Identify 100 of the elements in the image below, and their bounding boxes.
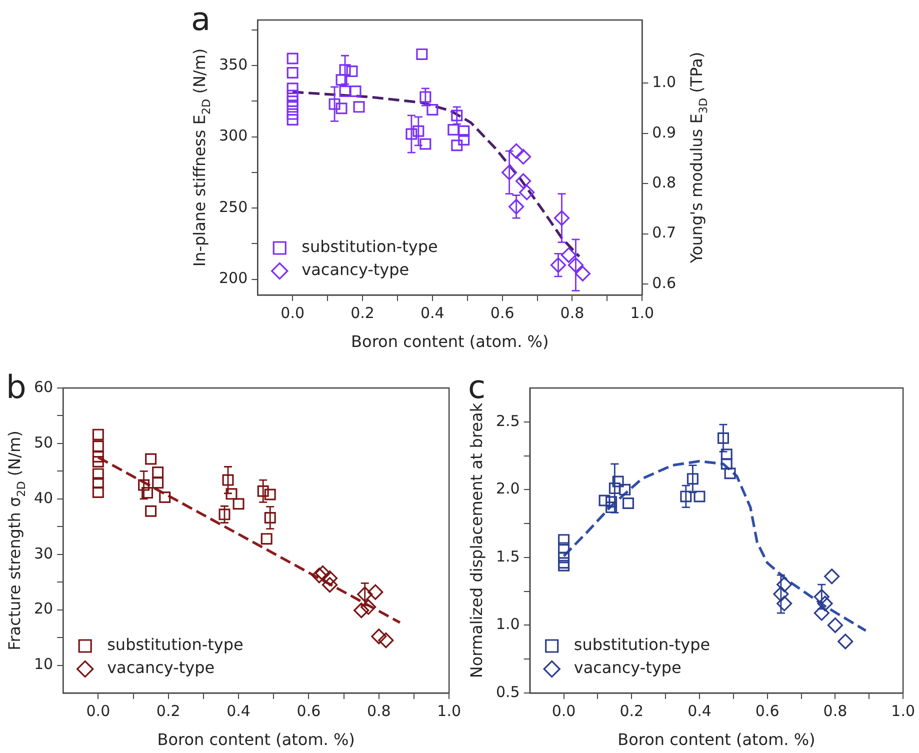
- point: [718, 432, 729, 444]
- point: [827, 617, 844, 634]
- point: [350, 85, 362, 97]
- point: [368, 584, 384, 600]
- point: [724, 468, 736, 480]
- point: [574, 266, 591, 282]
- x-tick-label: 0.8: [823, 702, 848, 720]
- point: [814, 605, 830, 621]
- x-tick-label: 0.4: [420, 304, 444, 322]
- point: [354, 602, 370, 618]
- x-tick-label: 0.2: [620, 702, 644, 720]
- point: [92, 440, 104, 452]
- point: [720, 458, 732, 470]
- legend-label: vacancy-type: [302, 260, 410, 280]
- point: [515, 148, 532, 165]
- legend-label: vacancy-type: [574, 658, 682, 678]
- point: [420, 91, 432, 103]
- point: [606, 496, 618, 508]
- point: [360, 599, 376, 615]
- x-tick-label: 0.0: [280, 304, 305, 322]
- point: [286, 101, 298, 113]
- point: [314, 565, 331, 582]
- x-tick-label: 1.0: [891, 702, 915, 720]
- y-tick-label: 50: [34, 433, 54, 452]
- point: [286, 90, 298, 102]
- x-axis-title: Boron content (atom. %): [157, 730, 355, 749]
- point: [339, 64, 351, 76]
- point: [817, 596, 833, 612]
- point: [558, 534, 570, 546]
- point: [92, 456, 104, 468]
- x-tick-label: 0.8: [366, 702, 391, 720]
- point: [92, 486, 104, 498]
- x-tick-label: 0.8: [560, 304, 584, 322]
- point: [145, 505, 157, 517]
- point: [138, 479, 150, 491]
- y-tick-label: 1.5: [496, 547, 520, 566]
- point: [92, 451, 104, 463]
- point: [619, 484, 631, 496]
- x-axis-title: Boron content (atom. %): [351, 332, 549, 351]
- legend-label: substitution-type: [302, 237, 438, 256]
- y-tick-label: 20: [34, 600, 54, 618]
- point: [322, 577, 338, 593]
- point: [515, 173, 532, 189]
- point: [264, 488, 276, 500]
- x-tick-label: 0.6: [490, 304, 514, 322]
- point: [558, 557, 570, 569]
- point: [558, 552, 570, 564]
- point: [606, 502, 618, 514]
- point: [346, 66, 358, 78]
- legend-label: vacancy-type: [107, 658, 215, 678]
- point: [257, 485, 269, 497]
- y-axis-title: Fracture strength σ2D (N/m): [5, 430, 28, 650]
- point: [508, 198, 524, 214]
- x-axis-title: Boron content (atom. %): [618, 730, 816, 749]
- point: [92, 428, 104, 440]
- point: [339, 85, 351, 97]
- point: [558, 542, 570, 554]
- point: [328, 98, 340, 110]
- chart-title: a: [191, 0, 211, 38]
- point: [145, 453, 157, 465]
- point: [420, 138, 432, 150]
- y-tick-label: 350: [218, 55, 248, 74]
- point: [336, 74, 348, 86]
- x-tick-label: 1.0: [630, 304, 654, 322]
- point: [686, 473, 698, 485]
- point: [694, 490, 706, 502]
- point: [458, 125, 470, 137]
- point: [152, 477, 164, 489]
- point: [622, 497, 634, 509]
- point: [92, 477, 104, 489]
- point: [518, 184, 535, 200]
- point: [416, 48, 428, 60]
- point: [814, 588, 830, 605]
- point: [838, 634, 854, 650]
- point: [357, 586, 373, 602]
- point: [502, 164, 518, 180]
- point: [773, 586, 789, 602]
- point: [286, 66, 298, 78]
- y-tick-label: 2.0: [496, 480, 520, 498]
- x-tick-label: 1.0: [437, 702, 461, 720]
- point: [226, 488, 238, 500]
- legend-label: substitution-type: [574, 635, 710, 654]
- point: [218, 508, 230, 520]
- x-tick-label: 0.0: [86, 702, 110, 720]
- x-tick-label: 0.4: [688, 702, 712, 720]
- x-tick-label: 0.4: [226, 702, 250, 720]
- y2-tick-label: 0.9: [652, 123, 676, 142]
- y-tick-label: 30: [34, 544, 54, 562]
- point: [286, 95, 298, 107]
- point: [264, 512, 276, 524]
- point: [371, 628, 387, 644]
- y-tick-label: 200: [218, 269, 248, 288]
- point: [286, 52, 298, 64]
- point: [451, 110, 463, 122]
- y2-tick-label: 0.8: [652, 173, 676, 192]
- point: [451, 140, 463, 152]
- y-tick-label: 40: [34, 488, 54, 507]
- point: [260, 533, 272, 545]
- point: [560, 247, 577, 263]
- point: [448, 124, 460, 136]
